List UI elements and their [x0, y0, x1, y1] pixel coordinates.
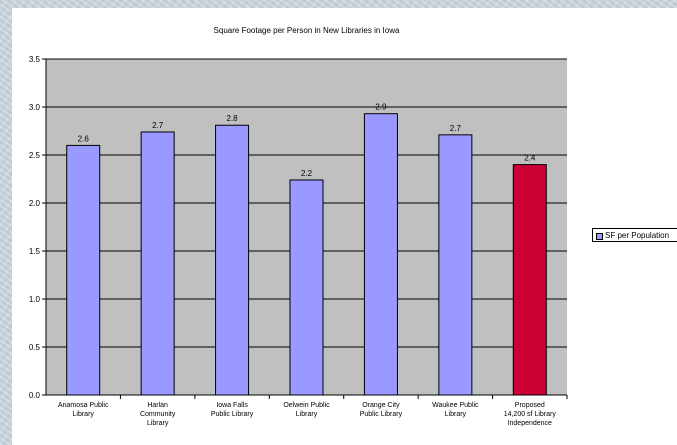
category-label: Proposed 14,200 sf Library Independence: [504, 402, 557, 427]
category-label-line: Library: [296, 411, 318, 418]
bar: [215, 124, 250, 396]
category-label: Waukee Public Library: [432, 402, 479, 418]
data-label: 2.9: [375, 103, 387, 112]
category-label-line: Library: [147, 420, 169, 427]
data-label: 2.6: [78, 134, 90, 143]
bar-chart: Square Footage per Person in New Librari…: [29, 26, 568, 427]
data-label: 2.7: [450, 124, 462, 133]
category-label-line: Harlan: [147, 402, 168, 409]
bar: [140, 131, 175, 396]
y-tick-label: 1.0: [29, 295, 41, 304]
data-label: 2.8: [227, 114, 239, 123]
category-label-line: Independence: [508, 420, 552, 427]
category-label-line: Public Library: [360, 411, 403, 418]
bar: [512, 164, 547, 396]
bar: [363, 113, 398, 396]
category-label: Oelwein Public Library: [283, 402, 330, 418]
chart-title: Square Footage per Person in New Librari…: [214, 26, 400, 35]
category-label: Orange City Public Library: [360, 402, 403, 418]
y-tick-label: 2.5: [29, 151, 41, 160]
y-tick-label: 0.0: [29, 391, 41, 400]
data-label: 2.4: [524, 154, 536, 163]
category-label: Iowa Falls Public Library: [211, 402, 254, 418]
legend-swatch: [596, 232, 603, 240]
data-label: 2.7: [152, 121, 164, 130]
category-label-line: Oelwein Public: [283, 402, 330, 409]
legend: SF per Population: [592, 228, 677, 242]
y-tick-label: 3.5: [29, 55, 41, 64]
category-label-line: Library: [445, 411, 467, 418]
data-label: 2.2: [301, 169, 313, 178]
chart-canvas: Square Footage per Person in New Librari…: [12, 8, 677, 445]
category-label: Anamosa Public Library: [58, 402, 109, 418]
category-label-line: Orange City: [362, 402, 400, 409]
category-label-line: Public Library: [211, 411, 254, 418]
legend-label: SF per Population: [605, 231, 670, 240]
y-tick-label: 1.5: [29, 247, 41, 256]
bar: [66, 144, 101, 396]
bar: [289, 179, 324, 396]
category-label-line: Library: [73, 411, 95, 418]
bar: [438, 134, 473, 396]
category-label-line: Community: [140, 411, 176, 418]
y-tick-label: 3.0: [29, 103, 41, 112]
category-label-line: Waukee Public: [432, 402, 479, 409]
category-label-line: 14,200 sf Library: [504, 411, 557, 418]
y-tick-label: 0.5: [29, 343, 41, 352]
category-label-line: Iowa Falls: [216, 402, 248, 409]
y-tick-label: 2.0: [29, 199, 41, 208]
category-label: Harlan Community Library: [140, 402, 176, 427]
category-label-line: Proposed: [515, 402, 545, 409]
category-label-line: Anamosa Public: [58, 402, 109, 409]
